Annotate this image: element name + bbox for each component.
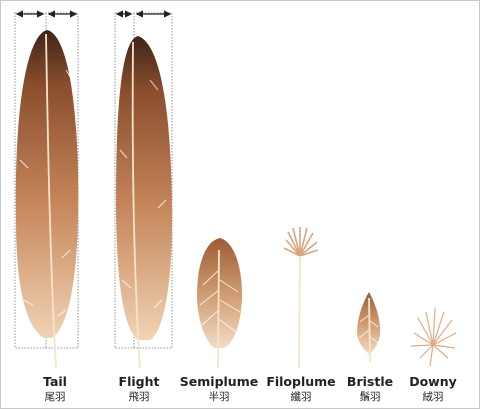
- feather-name-zh: 尾羽: [45, 391, 66, 403]
- feather-shape: [283, 227, 319, 257]
- feather-name-zh: 絨羽: [423, 390, 444, 403]
- feather-name-zh: 半羽: [209, 390, 230, 403]
- bristle-feather: [357, 292, 381, 363]
- barb: [358, 314, 379, 344]
- semiplume-feather: [197, 238, 243, 369]
- box: [14, 12, 79, 349]
- shaft: [298, 255, 301, 369]
- barb: [199, 269, 241, 333]
- feather-name: Flight: [119, 374, 160, 389]
- feather-shape: [410, 307, 457, 367]
- shaft: [217, 249, 220, 369]
- shaft: [131, 41, 141, 369]
- feather-name: Filoplume: [266, 374, 335, 389]
- feather-name-zh: 飛羽: [129, 391, 150, 403]
- feather-shape: [197, 238, 243, 348]
- tail-feather: [14, 10, 79, 369]
- filoplume-feather: [283, 227, 319, 369]
- feather-name: Bristle: [347, 374, 393, 389]
- feather-name-zh: 鬚羽: [360, 390, 381, 403]
- feather-name: Downy: [409, 374, 457, 389]
- downy-feather: [410, 307, 457, 367]
- shaft: [368, 297, 371, 363]
- barb: [119, 79, 167, 309]
- feather-name: Semiplume: [180, 374, 258, 389]
- shaft: [45, 33, 57, 369]
- barb: [19, 69, 73, 317]
- feather-name-zh: 纖羽: [291, 390, 312, 403]
- feather-shape: [116, 36, 172, 340]
- feather-shape: [15, 30, 79, 338]
- feather-name: Tail: [43, 374, 67, 389]
- flight-feather: [114, 10, 173, 369]
- labels: Tail 尾羽 Flight 飛羽 Semiplume 半羽 Filoplume…: [43, 374, 457, 403]
